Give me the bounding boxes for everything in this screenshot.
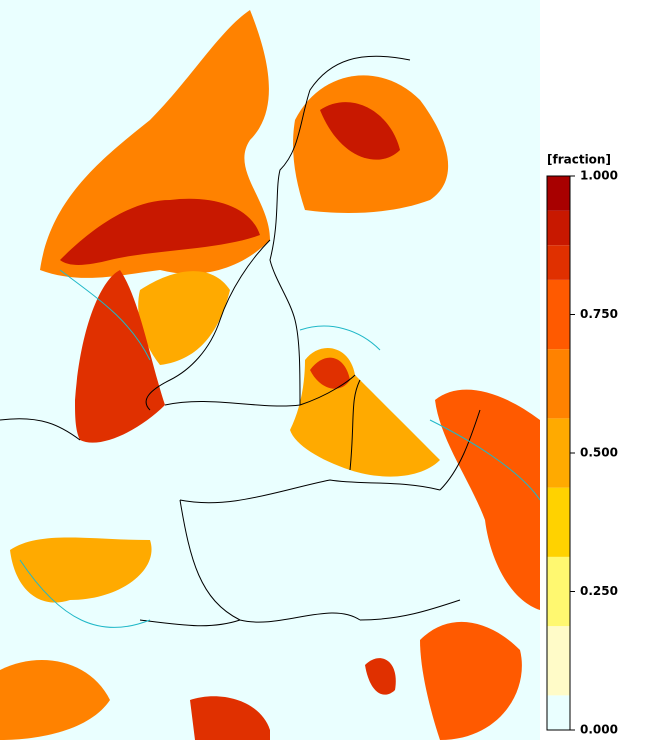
coastline [0, 55, 411, 441]
field-region [190, 696, 270, 740]
colorbar-bin [547, 210, 570, 246]
map [0, 0, 541, 740]
field-region [435, 389, 540, 610]
field-region [10, 537, 152, 603]
field-region [320, 102, 400, 160]
field-region [138, 271, 230, 365]
colorbar: 0.000 0.250 0.500 0.750 1.000 [546, 169, 618, 737]
tick-label: 0.750 [580, 307, 618, 321]
colorbar-bin [547, 349, 570, 419]
colorbar-bin [547, 418, 570, 488]
tick-label: 0.250 [580, 584, 618, 598]
field-region [0, 660, 110, 740]
tick-label: 0.500 [580, 446, 618, 460]
field-region [420, 621, 522, 740]
colorbar-bin [547, 626, 570, 696]
field-region [365, 658, 396, 695]
tick-label: 0.000 [580, 723, 618, 737]
colorbar-bin [547, 279, 570, 350]
colorbar-bin [547, 245, 570, 280]
field-region [60, 198, 260, 265]
field-region [75, 270, 165, 443]
colorbar-bin [547, 556, 570, 627]
border [139, 379, 481, 627]
colorbar-bin [547, 695, 570, 730]
colorbar-bin [547, 487, 570, 557]
field-region [310, 357, 350, 389]
colorbar-bin [547, 176, 570, 211]
tick-label: 1.000 [580, 169, 618, 183]
contour-line [19, 269, 541, 628]
colorbar-title: [fraction] [547, 153, 611, 167]
